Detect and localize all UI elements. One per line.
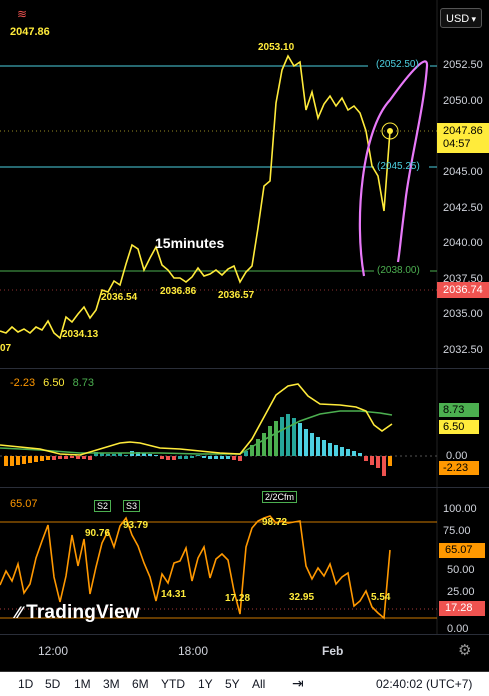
time-tick: Feb xyxy=(322,644,344,658)
rsi-y-tick: 25.00 xyxy=(447,586,475,598)
goto-date-icon[interactable]: ⇥ xyxy=(292,675,304,691)
level-label-2045: (2045.25) xyxy=(377,161,420,172)
point-label: 2036.54 xyxy=(101,292,138,303)
y-tick: 2035.00 xyxy=(443,308,483,320)
point-label: 2034.13 xyxy=(62,329,99,340)
rsi-point-label: 93.79 xyxy=(123,520,149,531)
time-tick: 18:00 xyxy=(178,644,209,658)
macd-zero-tick: 0.00 xyxy=(446,450,468,462)
y-tick: 2042.50 xyxy=(443,202,483,214)
currency-label: USD xyxy=(446,13,470,25)
rsi-point-label: 5.54 xyxy=(371,592,391,603)
rsi-y-tick: 50.00 xyxy=(447,564,475,576)
current-point-dot xyxy=(387,128,393,134)
rsi-y-tick: 0.00 xyxy=(447,623,469,635)
level-label-2052: (2052.50) xyxy=(376,59,419,70)
signal-marker-confirm: 2/2Cfm xyxy=(262,491,298,503)
rsi-point-label: 32.95 xyxy=(289,592,315,603)
range-1y[interactable]: 1Y xyxy=(198,677,213,691)
y-tick: 2052.50 xyxy=(443,59,483,71)
price-pane[interactable]: ≋ 2047.86 USD ▾ 2052.50 2050.00 2045.00 … xyxy=(0,0,489,368)
clock-label[interactable]: 02:40:02 (UTC+7) xyxy=(376,677,473,691)
range-3m[interactable]: 3M xyxy=(103,677,120,691)
brand-icon[interactable]: ≋ xyxy=(17,7,28,21)
rsi-point-label: 14.31 xyxy=(161,589,187,600)
range-1d[interactable]: 1D xyxy=(18,677,34,691)
rsi-y-tick: 75.00 xyxy=(443,525,471,537)
y-tick: 2040.00 xyxy=(443,237,483,249)
last-price-label: 2047.86 xyxy=(10,26,50,38)
pane-divider[interactable] xyxy=(0,368,489,369)
macd-chart-svg[interactable] xyxy=(0,369,489,487)
macd-tag-line: 6.50 xyxy=(439,420,479,434)
price-chart-svg[interactable] xyxy=(0,0,489,368)
current-point-ring xyxy=(381,122,399,140)
rsi-tag-low: 17.28 xyxy=(439,601,485,616)
rsi-tag-current: 65.07 xyxy=(439,543,485,558)
macd-signal-line[interactable] xyxy=(0,410,393,455)
macd-histogram-value: -2.23 xyxy=(10,377,36,389)
timeframe-annotation: 15minutes xyxy=(155,235,225,251)
signal-marker-s3: S3 xyxy=(123,500,141,512)
point-label: 2036.57 xyxy=(218,290,255,301)
rsi-point-label: 17.28 xyxy=(225,593,251,604)
point-label: 2053.10 xyxy=(258,42,295,53)
brand-name: TradingView xyxy=(26,602,140,623)
range-1m[interactable]: 1M xyxy=(74,677,91,691)
currency-select[interactable]: USD ▾ xyxy=(440,8,482,28)
pane-divider[interactable] xyxy=(0,487,489,488)
macd-value: 6.50 xyxy=(43,377,65,389)
price-y-axis[interactable]: 2052.50 2050.00 2045.00 2042.50 2040.00 … xyxy=(443,0,489,368)
rsi-point-label: 90.76 xyxy=(85,528,111,539)
tradingview-mark-icon: ⁄⁄ xyxy=(16,603,23,622)
rsi-y-tick: 100.00 xyxy=(443,503,477,515)
rsi-pane[interactable]: 65.07 S2 S3 2/2Cfm 90.76 93.79 98.72 14.… xyxy=(0,488,489,635)
macd-histogram[interactable] xyxy=(4,414,392,476)
settings-gear-icon[interactable]: ⚙ xyxy=(458,642,472,659)
range-6m[interactable]: 6M xyxy=(132,677,149,691)
point-label: 2036.86 xyxy=(160,286,197,297)
timeframe-bar: 1D 5D 1M 3M 6M YTD 1Y 5Y All ⇥ 02:40:02 … xyxy=(0,671,489,696)
hand-drawn-annotation[interactable] xyxy=(358,60,429,277)
time-axis[interactable]: 12:00 18:00 Feb ⚙ xyxy=(0,634,489,671)
rsi-line[interactable] xyxy=(0,515,391,620)
rsi-chart-svg[interactable] xyxy=(0,488,489,634)
macd-legend: -2.23 6.50 8.73 xyxy=(10,377,94,389)
range-ytd[interactable]: YTD xyxy=(161,677,185,691)
chevron-down-icon: ▾ xyxy=(471,14,476,24)
range-5d[interactable]: 5D xyxy=(45,677,61,691)
y-tick: 2050.00 xyxy=(443,95,483,107)
time-tick: 12:00 xyxy=(38,644,69,658)
point-label: 07 xyxy=(0,343,12,354)
macd-line[interactable] xyxy=(0,383,393,456)
rsi-point-label: 98.72 xyxy=(262,517,288,528)
level-label-2038: (2038.00) xyxy=(377,265,420,276)
macd-signal-value: 8.73 xyxy=(72,377,95,389)
y-tick: 2045.00 xyxy=(443,166,483,178)
countdown-timer: 04:57 xyxy=(443,138,471,150)
prev-price-tag: 2036.74 xyxy=(437,282,489,298)
range-all[interactable]: All xyxy=(252,677,266,691)
rsi-legend-value: 65.07 xyxy=(10,498,38,510)
signal-marker-s2: S2 xyxy=(94,500,112,512)
rsi-y-axis[interactable]: 100.00 75.00 50.00 25.00 0.00 xyxy=(443,488,489,635)
y-tick: 2032.50 xyxy=(443,344,483,356)
macd-tag-histogram: -2.23 xyxy=(439,461,479,475)
price-line[interactable] xyxy=(0,54,391,340)
range-5y[interactable]: 5Y xyxy=(225,677,240,691)
tradingview-logo: ⁄⁄ TradingView xyxy=(16,602,140,624)
macd-tag-signal: 8.73 xyxy=(439,403,479,417)
current-price-tag: 2047.86 04:57 xyxy=(437,123,489,153)
current-price-value: 2047.86 xyxy=(443,125,483,137)
macd-pane[interactable]: -2.23 6.50 8.73 8.73 6.50 0.00 -2.23 xyxy=(0,369,489,487)
